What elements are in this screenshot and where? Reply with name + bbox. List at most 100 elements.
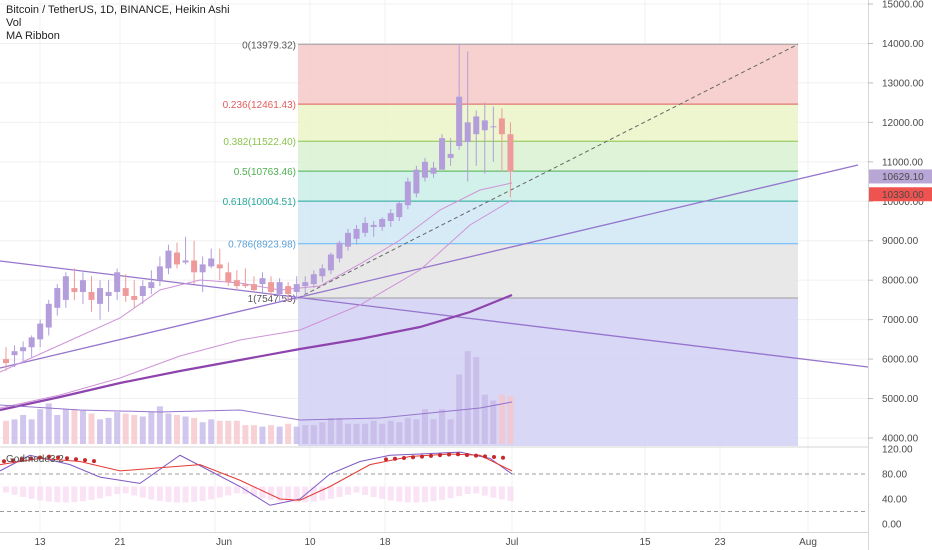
ascending-trend-line [0,164,859,369]
fib-retracement[interactable]: 0(13979.32) 0.236(12461.43) 0.382(11522.40… [223,40,799,446]
oscillator-bar [370,486,377,497]
svg-text:10629.10: 10629.10 [882,172,924,183]
volume-bar [20,415,27,444]
volume-indicator-label[interactable]: Vol [6,17,22,29]
price-axis-label: 13000.00 [882,78,924,89]
fib-zone [298,44,798,105]
chart-legend[interactable]: Bitcoin / TetherUS, 1D, BINANCE, Heikin … [6,4,230,43]
oscillator-bar [225,486,232,496]
candle-body [336,242,343,259]
trend-lines[interactable] [0,164,868,421]
candle-body [481,120,488,131]
oscillator-name: Godmode3.2 [6,454,64,465]
volume-bar [225,420,232,444]
candle-body [293,284,300,293]
oscillator-bar [156,486,163,501]
price-axis[interactable]: 15000.00 14000.00 13000.00 12000.00 11000.00… [868,0,932,445]
oscillator-bar [131,486,138,496]
oscillator-pane [0,451,868,512]
price-axis-label: 14000.00 [882,39,924,50]
oscillator-axis-label: 80.00 [882,470,907,481]
volume-bar [473,357,480,444]
volume-bar [242,425,249,444]
oscillator-bar [97,486,104,499]
oscillator-bar [28,486,35,499]
oscillator-dot [11,458,15,463]
symbol-title[interactable]: Bitcoin / TetherUS, 1D, BINANCE, Heikin … [6,4,230,16]
candle-body [3,359,9,364]
oscillator-bar [404,486,411,503]
oscillator-bar [45,486,52,502]
oscillator-dot [74,457,78,462]
oscillator-bar [37,486,44,501]
volume-bar [302,425,309,444]
oscillator-axis: 120.00 80.00 40.00 0.00 [882,445,913,531]
oscillator-bar [345,486,351,495]
volume-bar [456,374,463,444]
volume-bar [353,423,360,444]
volume-bar [11,419,18,444]
time-axis[interactable]: 13 21 Jun 10 18 Jul 15 23 Aug [34,537,816,548]
volume-bar [208,419,215,444]
candle-body [456,96,463,147]
oscillator-bar [456,486,463,497]
oscillator-dot [456,452,460,457]
candle-body [327,254,334,271]
volume-bar [345,423,351,444]
oscillator-bar [481,486,488,496]
candle-body [88,292,95,300]
oscillator-dot [38,455,42,460]
oscillator-bar [293,486,300,503]
oscillator-bar [20,486,27,497]
oscillator-bar [139,486,146,498]
fib-level-label: 0.236(12461.43) [223,100,296,111]
candle-body [225,272,232,283]
oscillator-dot [465,452,469,457]
volume-bar [396,422,403,444]
volume-bar [174,415,180,444]
oscillator-bar [165,486,172,502]
oscillator-dot [92,459,96,464]
oscillator-bar [413,486,420,503]
oscillator-bar [199,486,206,501]
candle-body [302,282,309,287]
oscillator-dot [492,455,496,460]
candle-body [259,278,266,285]
volume-bar [276,426,283,444]
candle-body [430,167,437,174]
oscillator-dot [384,457,388,462]
oscillator-bar [105,486,112,497]
candle-body [276,282,283,294]
oscillator-bar [88,486,95,500]
oscillator-bar [174,486,180,503]
oscillator-axis-label: 40.00 [882,495,907,506]
fib-level-label: 0.5(10763.46) [234,167,296,178]
price-axis-label: 7000.00 [882,315,919,326]
volume-bar [28,419,35,444]
candle-body [498,118,505,135]
candle-body [413,169,420,194]
price-axis-label: 9000.00 [882,236,919,247]
volume-bar [88,413,95,444]
candle-body [310,274,317,285]
candle-body [404,181,411,206]
oscillator-bar [79,486,86,502]
candle-body [507,134,514,172]
volume-bar [362,423,369,444]
volume-bar [259,426,266,444]
candle-body [216,264,223,269]
time-axis-label: Jul [506,537,519,548]
candle-body [490,126,497,128]
oscillator-bar [182,486,189,503]
oscillator-bar [268,486,275,500]
fib-zone [298,141,798,172]
ma-ribbon-indicator-label[interactable]: MA Ribbon [6,30,60,42]
candle-body [174,252,180,265]
oscillator-bar [379,486,386,499]
oscillator-bar [439,486,446,500]
volume-bar [310,425,317,444]
candle-body [148,282,155,289]
current-price-badge: 10629.10 [869,169,932,184]
fib-zone [298,298,798,446]
